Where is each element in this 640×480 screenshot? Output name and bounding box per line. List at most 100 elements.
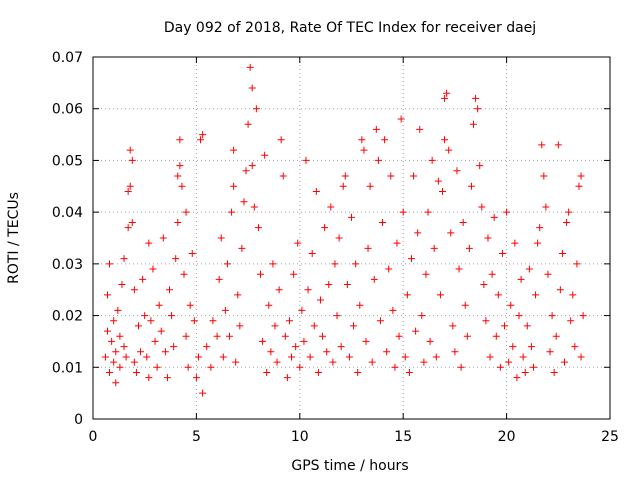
data-point: [480, 281, 488, 289]
chart-title: Day 092 of 2018, Rate Of TEC Index for r…: [164, 20, 536, 36]
y-tick-label: 0.03: [52, 257, 83, 273]
x-tick-label: 0: [89, 429, 98, 445]
data-point: [192, 374, 200, 382]
data-point: [474, 105, 482, 113]
data-point: [137, 348, 145, 356]
data-point: [447, 229, 455, 237]
data-point: [308, 250, 316, 258]
data-point: [174, 172, 182, 180]
data-point: [101, 353, 109, 361]
data-point: [302, 156, 310, 164]
data-point: [517, 275, 525, 283]
data-point: [393, 239, 401, 247]
data-point: [240, 198, 248, 206]
data-point: [548, 312, 556, 320]
data-point: [360, 146, 368, 154]
data-point: [296, 363, 304, 371]
y-axis-label: ROTI / TECUs: [6, 192, 22, 284]
data-point: [420, 358, 428, 366]
data-point: [337, 343, 345, 351]
data-point: [401, 353, 409, 361]
data-point: [498, 250, 506, 258]
data-point: [356, 301, 364, 309]
data-point: [174, 218, 182, 226]
data-point: [449, 322, 457, 330]
data-point: [577, 172, 585, 180]
data-point: [482, 317, 490, 325]
data-point: [519, 353, 527, 361]
data-point: [426, 337, 434, 345]
data-point: [405, 368, 413, 376]
data-point: [407, 255, 415, 263]
data-point: [228, 208, 236, 216]
data-point: [534, 239, 542, 247]
x-tick-label: 15: [394, 429, 412, 445]
data-point: [166, 286, 174, 294]
data-point: [314, 368, 322, 376]
data-point: [395, 332, 403, 340]
data-point: [554, 141, 562, 149]
data-point: [372, 125, 380, 133]
data-point: [128, 218, 136, 226]
data-point: [163, 374, 171, 382]
data-point: [513, 374, 521, 382]
data-point: [325, 281, 333, 289]
data-point: [221, 306, 229, 314]
data-point: [261, 151, 269, 159]
data-point: [527, 343, 535, 351]
data-point: [257, 270, 265, 278]
data-point: [178, 182, 186, 190]
data-point: [472, 94, 480, 102]
y-tick-label: 0.02: [52, 309, 83, 325]
data-point: [362, 337, 370, 345]
y-tick-label: 0.05: [52, 153, 83, 169]
data-point: [234, 291, 242, 299]
data-point: [186, 301, 194, 309]
x-tick-label: 20: [498, 429, 516, 445]
data-point: [126, 182, 134, 190]
data-point: [279, 172, 287, 180]
data-point: [118, 281, 126, 289]
data-point: [246, 63, 254, 71]
data-point: [288, 353, 296, 361]
data-point: [120, 255, 128, 263]
data-point: [238, 244, 246, 252]
data-point: [219, 353, 227, 361]
data-point: [488, 270, 496, 278]
data-point: [230, 182, 238, 190]
x-tick-label: 10: [291, 429, 309, 445]
data-point: [451, 348, 459, 356]
data-point: [157, 327, 165, 335]
data-point: [151, 337, 159, 345]
data-point: [376, 317, 384, 325]
data-point: [418, 312, 426, 320]
data-point: [170, 343, 178, 351]
data-point: [571, 343, 579, 351]
data-point: [199, 131, 207, 139]
data-point: [319, 332, 327, 340]
data-point: [283, 374, 291, 382]
data-point: [521, 368, 529, 376]
data-point: [494, 291, 502, 299]
data-point: [490, 213, 498, 221]
ticks-layer: 0 5 10 15 20 25 0 0.01 0.02 0.03 0.04 0.05 0.06 0.07: [52, 50, 619, 445]
data-point: [354, 368, 362, 376]
data-point: [575, 182, 583, 190]
data-point: [300, 337, 308, 345]
data-point: [567, 317, 575, 325]
data-point: [410, 172, 418, 180]
data-point: [207, 363, 215, 371]
data-point: [310, 322, 318, 330]
data-point: [397, 115, 405, 123]
data-point: [561, 358, 569, 366]
data-point: [579, 312, 587, 320]
data-point: [350, 322, 358, 330]
data-point: [550, 368, 558, 376]
data-point: [486, 353, 494, 361]
data-point: [159, 234, 167, 242]
data-point: [230, 146, 238, 154]
data-point: [366, 182, 374, 190]
data-point: [277, 136, 285, 144]
